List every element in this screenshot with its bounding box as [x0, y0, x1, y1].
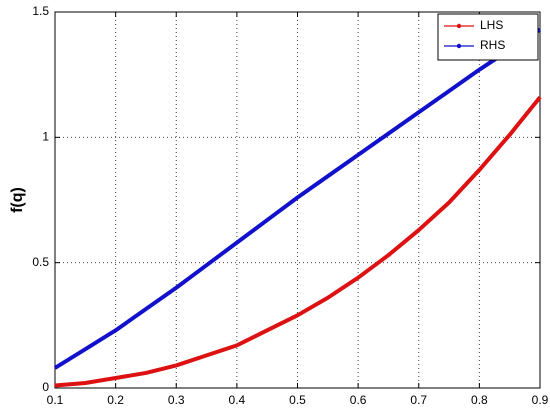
- x-tick-label: 0.4: [229, 393, 246, 407]
- x-tick-label: 0.8: [471, 393, 488, 407]
- legend-box: [437, 13, 539, 61]
- series-line: [53, 27, 542, 370]
- y-tick-label: 1: [42, 130, 49, 144]
- y-axis-label: f(q): [9, 187, 26, 213]
- y-tick-label: 0.5: [32, 255, 49, 269]
- y-tick-label: 1.5: [32, 4, 49, 18]
- x-tick-label: 0.5: [289, 393, 306, 407]
- series-line: [54, 95, 542, 388]
- x-tick-label: 0.2: [107, 393, 124, 407]
- y-tick-label: 0: [42, 380, 49, 394]
- legend-marker: [456, 23, 462, 29]
- axes-box: [54, 11, 541, 389]
- x-tick-label: 0.9: [532, 393, 549, 407]
- legend-label: LHS: [480, 18, 503, 32]
- legend-marker: [456, 43, 462, 49]
- legend-label: RHS: [480, 38, 505, 52]
- x-tick-label: 0.1: [47, 393, 64, 407]
- x-tick-label: 0.7: [410, 393, 427, 407]
- x-tick-label: 0.6: [350, 393, 367, 407]
- x-tick-label: 0.3: [168, 393, 185, 407]
